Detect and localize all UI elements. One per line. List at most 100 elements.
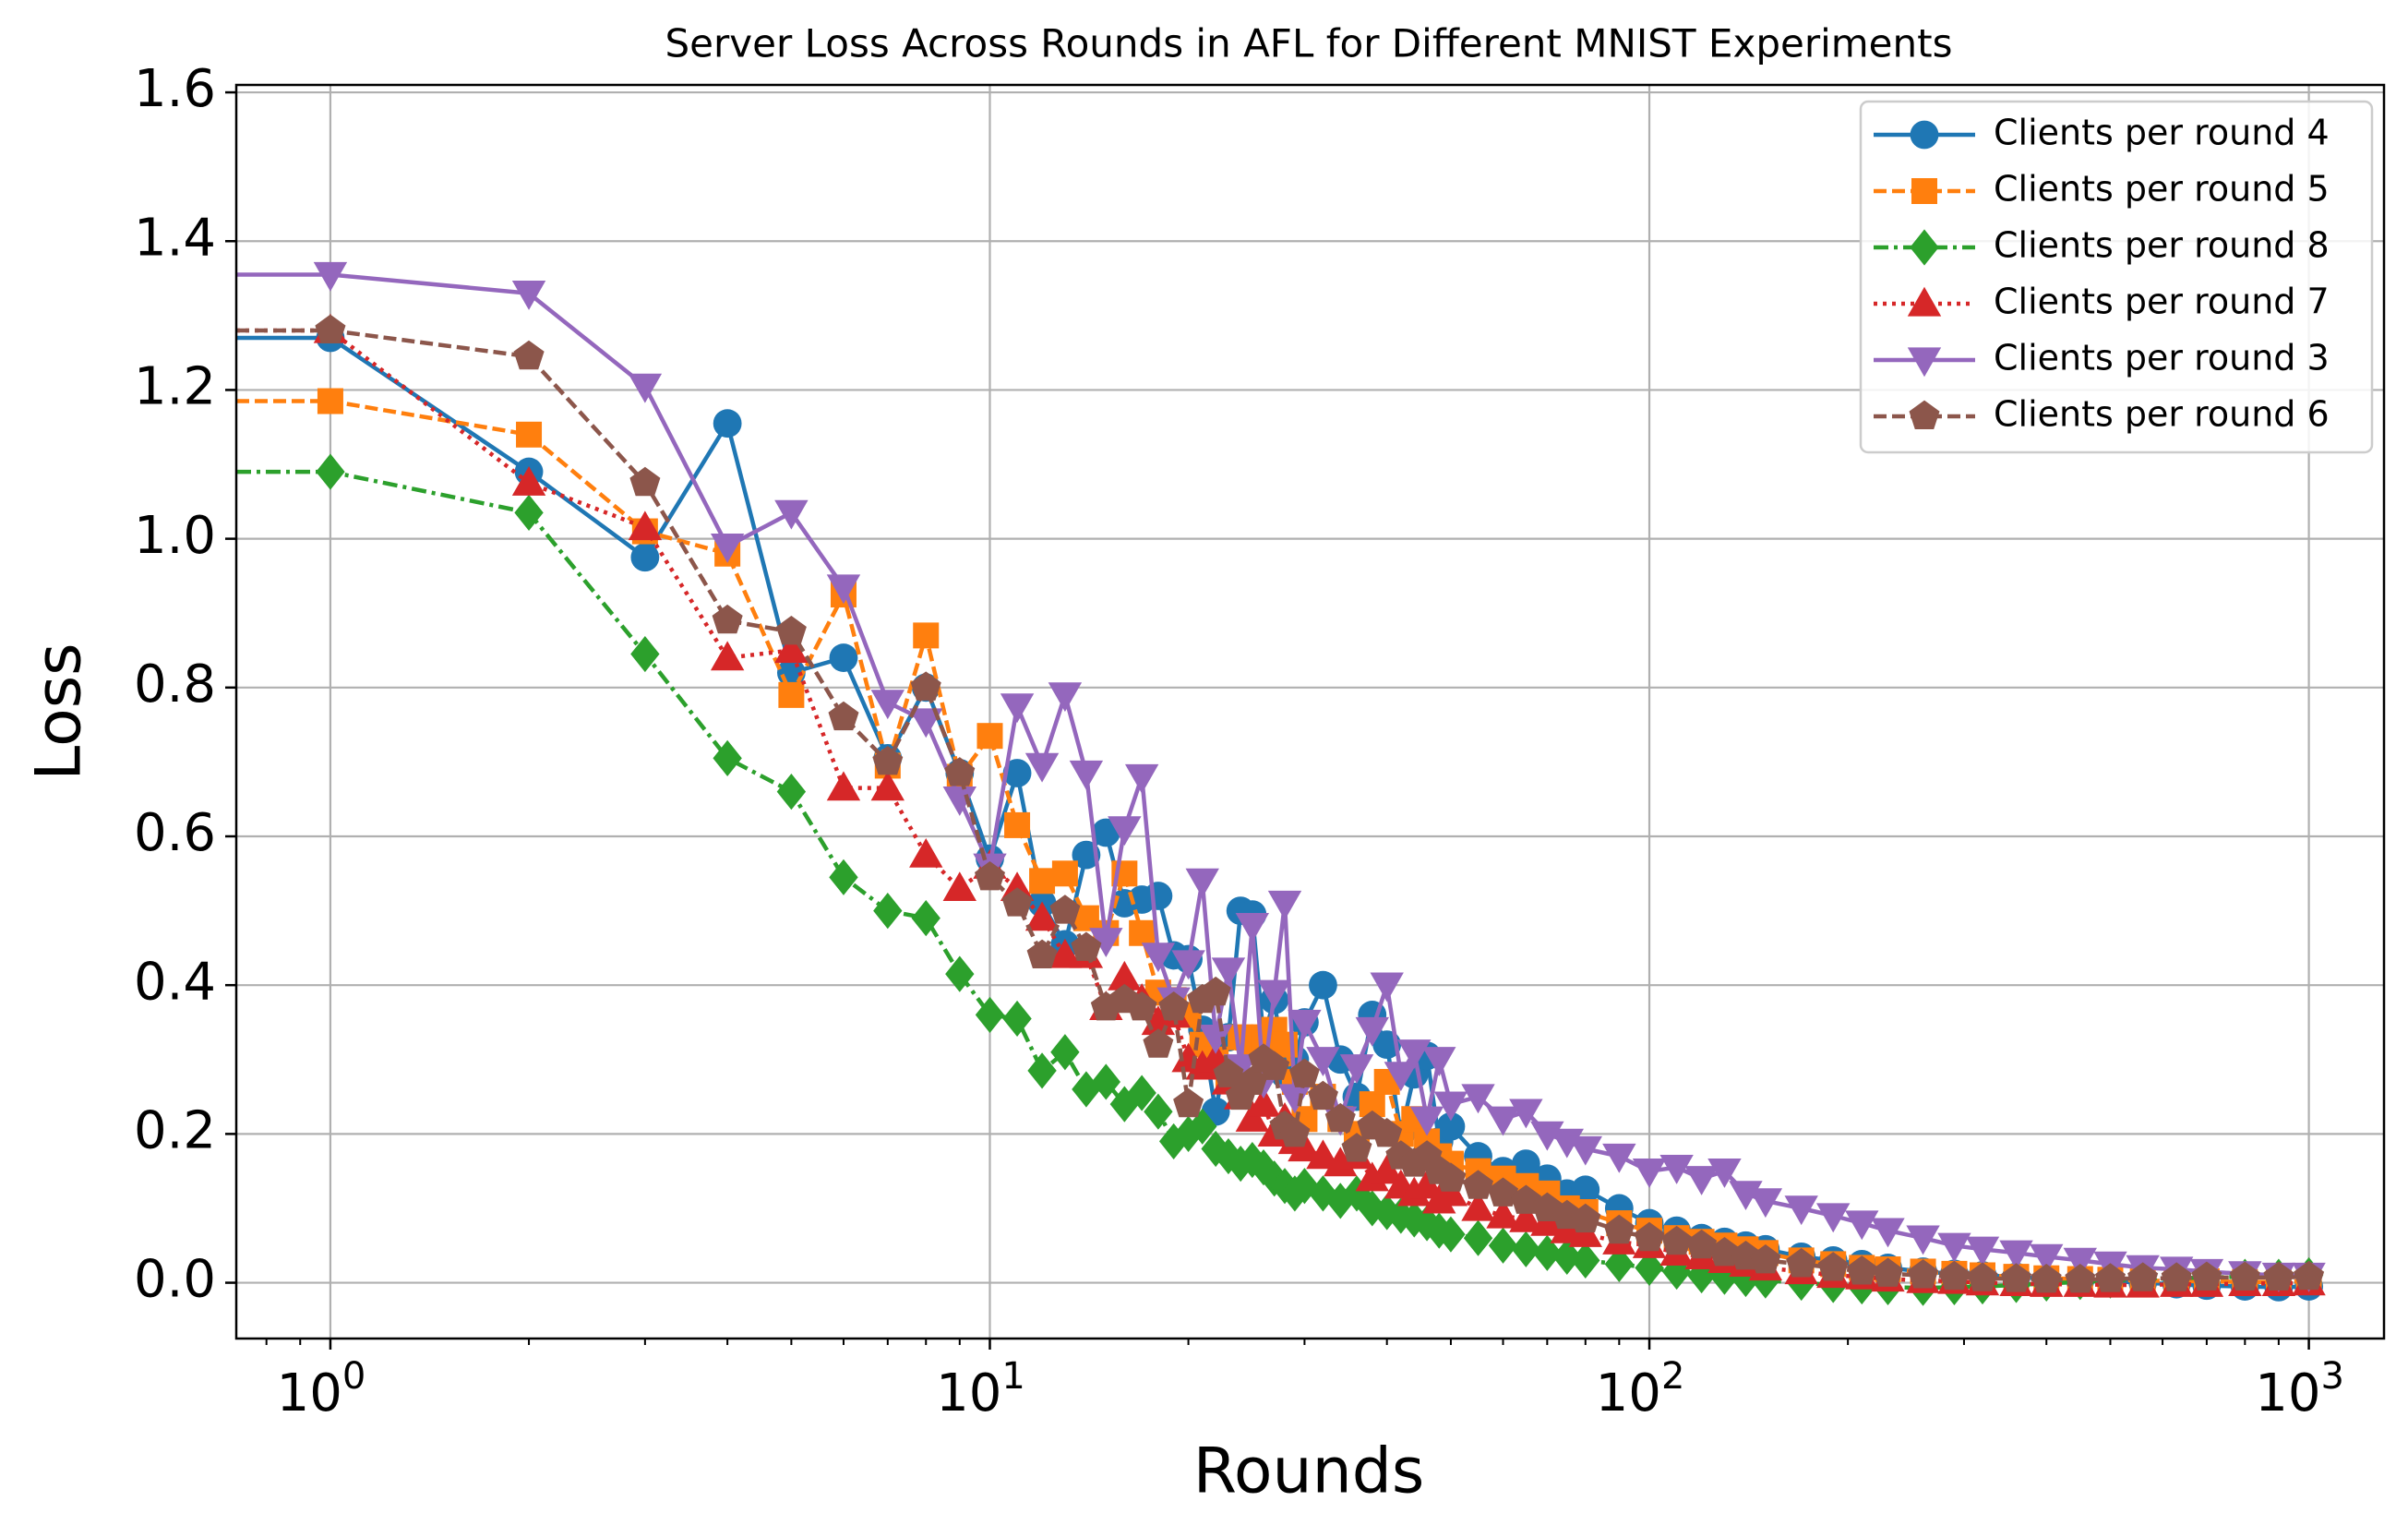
data-point xyxy=(1509,1099,1543,1129)
data-point xyxy=(1198,1024,1233,1054)
data-point xyxy=(1370,972,1404,1003)
data-point xyxy=(630,635,660,673)
data-point xyxy=(1339,1054,1374,1085)
y-tick-label: 1.2 xyxy=(134,357,216,417)
series-layer xyxy=(236,261,2326,1306)
data-point xyxy=(1634,1221,1665,1252)
data-point xyxy=(1171,950,1205,980)
data-point xyxy=(1051,860,1078,887)
y-axis-label: Loss xyxy=(23,642,96,780)
data-point xyxy=(1937,1232,1971,1263)
data-point xyxy=(315,314,346,343)
data-point xyxy=(913,622,940,649)
data-point xyxy=(1259,1051,1290,1080)
legend-label: Clients per round 3 xyxy=(1994,338,2330,378)
legend-label: Clients per round 4 xyxy=(1994,113,2330,153)
legend-label: Clients per round 7 xyxy=(1994,282,2330,322)
data-point xyxy=(1144,882,1173,910)
data-point xyxy=(1436,1111,1466,1141)
data-point xyxy=(1324,1147,1358,1177)
data-point xyxy=(1845,1210,1879,1241)
data-point xyxy=(1846,1255,1877,1285)
data-point xyxy=(870,771,905,801)
data-point xyxy=(1246,1087,1281,1117)
data-point xyxy=(1435,1162,1467,1192)
data-point xyxy=(829,643,858,672)
data-point xyxy=(909,837,943,868)
data-point xyxy=(1144,1093,1173,1130)
data-point xyxy=(1603,1214,1635,1244)
data-point xyxy=(2294,1260,2325,1291)
data-point xyxy=(1289,1168,1320,1205)
data-point xyxy=(1158,1123,1189,1160)
data-point xyxy=(1532,1234,1563,1271)
data-point xyxy=(1707,1159,1742,1188)
data-point xyxy=(1386,1197,1416,1234)
data-point xyxy=(1279,1118,1311,1147)
data-point xyxy=(1141,943,1176,973)
data-point xyxy=(1906,1225,1940,1255)
x-tick-label: 101 xyxy=(936,1355,1025,1423)
data-point xyxy=(1173,1115,1204,1152)
data-point xyxy=(1108,816,1142,847)
y-tick-label: 0.8 xyxy=(134,654,216,714)
data-point xyxy=(1635,1249,1664,1287)
legend-marker xyxy=(1910,229,1939,266)
x-tick-base: 10 xyxy=(936,1363,1001,1423)
data-point xyxy=(313,261,348,292)
x-axis: 100 101 102 103 xyxy=(265,1339,2344,1423)
data-point xyxy=(1355,1161,1389,1192)
x-tick-exponent: 3 xyxy=(2320,1355,2343,1398)
data-point xyxy=(1270,1168,1300,1205)
data-point xyxy=(1461,1191,1495,1221)
data-point xyxy=(1226,1146,1255,1183)
data-point xyxy=(1124,763,1159,794)
data-point xyxy=(1288,1132,1322,1162)
data-point xyxy=(1307,1080,1338,1111)
data-point xyxy=(1355,1016,1389,1047)
data-point xyxy=(1049,895,1081,924)
data-point xyxy=(1325,1183,1355,1219)
legend-marker xyxy=(1909,400,1940,429)
data-point xyxy=(2095,1263,2126,1292)
data-point xyxy=(713,409,742,438)
data-point xyxy=(1433,1091,1468,1122)
legend-label: Clients per round 5 xyxy=(1994,169,2330,210)
data-point xyxy=(1604,1245,1635,1283)
data-point xyxy=(774,499,809,530)
data-point xyxy=(1050,1034,1080,1071)
y-tick-label: 0.6 xyxy=(134,803,216,863)
data-point xyxy=(1384,1062,1419,1092)
data-point xyxy=(1306,1139,1340,1170)
data-point xyxy=(1213,1058,1244,1087)
data-point xyxy=(1571,1242,1600,1279)
data-point xyxy=(713,739,742,776)
data-point xyxy=(1211,957,1246,988)
data-point xyxy=(774,633,809,664)
data-point xyxy=(1029,868,1056,895)
data-point xyxy=(1024,901,1060,931)
data-point xyxy=(1965,1236,2000,1267)
data-point xyxy=(628,373,663,403)
legend-label: Clients per round 8 xyxy=(1994,225,2330,266)
data-point xyxy=(516,421,543,448)
data-point xyxy=(776,774,807,811)
data-point xyxy=(826,771,861,801)
data-point xyxy=(872,746,904,775)
data-point xyxy=(513,340,545,370)
y-axis: 0.0 0.2 0.4 0.6 0.8 1.0 1.2 1.4 1.6 xyxy=(134,59,236,1310)
data-point xyxy=(975,861,1005,891)
data-point xyxy=(1686,1229,1718,1259)
data-point xyxy=(317,388,343,414)
data-point xyxy=(1158,991,1190,1021)
y-tick-label: 1.0 xyxy=(134,506,216,566)
data-point xyxy=(1267,890,1302,920)
data-point xyxy=(1816,1203,1851,1233)
data-point xyxy=(1661,1225,1693,1255)
data-point xyxy=(1784,1195,1818,1226)
legend-box xyxy=(1859,100,2374,454)
data-point xyxy=(2127,1262,2159,1291)
data-point xyxy=(1632,1159,1667,1188)
data-point xyxy=(511,465,546,496)
